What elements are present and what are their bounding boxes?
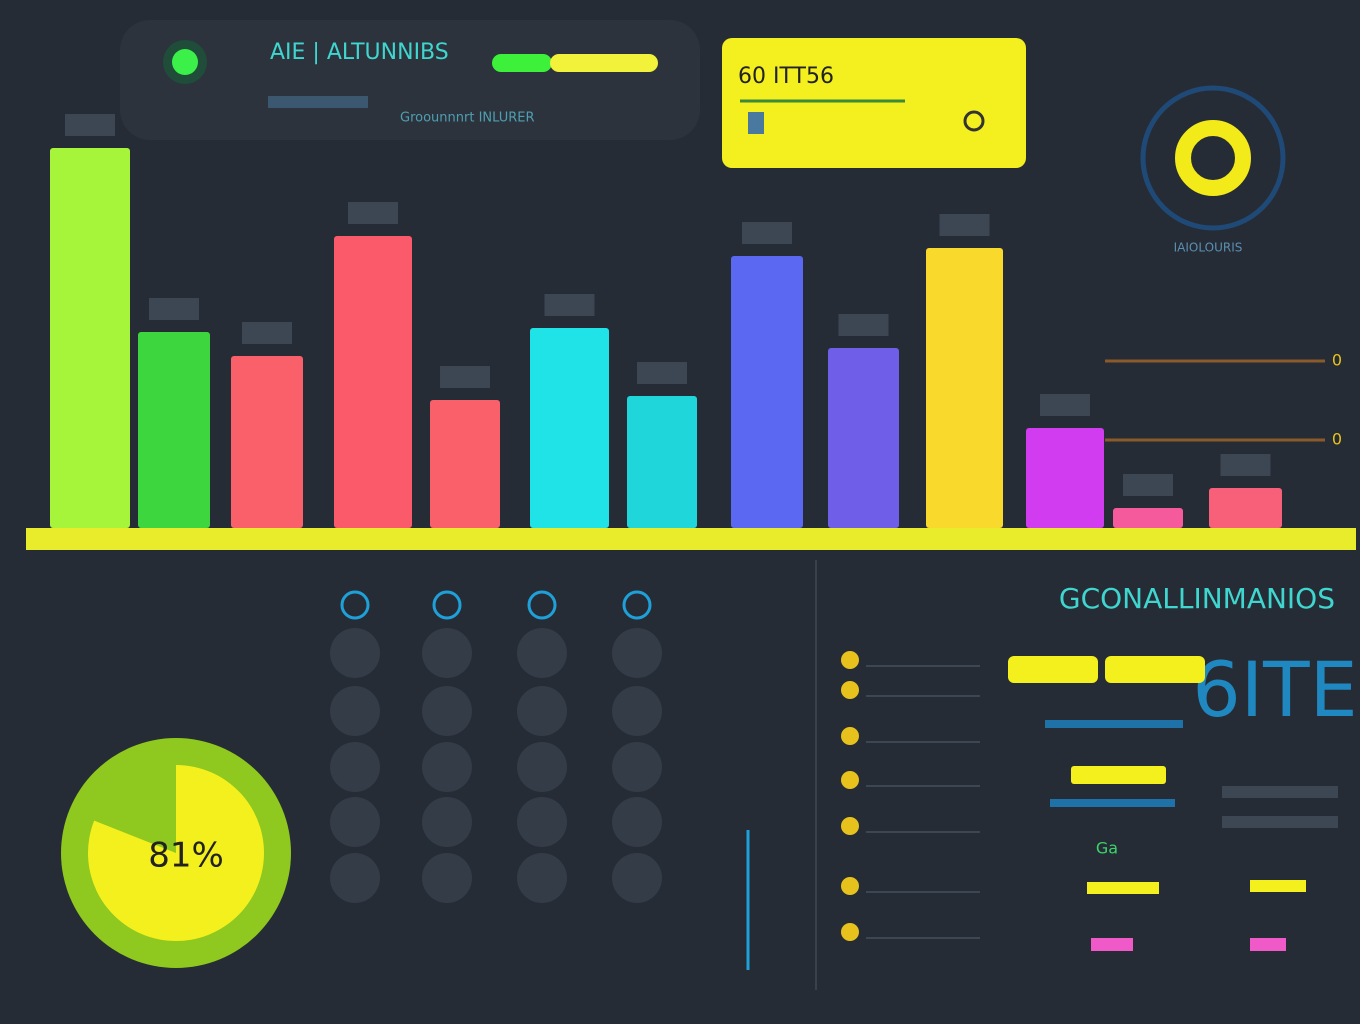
strip	[1050, 799, 1175, 807]
icon	[612, 686, 662, 736]
pill	[1105, 656, 1205, 683]
header-subtitle: Groounnnrt INLURER	[400, 111, 535, 126]
bar	[627, 396, 697, 528]
right-label: 0	[1332, 430, 1342, 449]
dot	[841, 651, 859, 669]
icon	[517, 628, 567, 678]
icon	[612, 797, 662, 847]
right-label: 0	[1332, 351, 1342, 370]
bar	[828, 348, 899, 528]
bar-cap	[1040, 394, 1090, 416]
dot	[841, 817, 859, 835]
dot	[841, 771, 859, 789]
icon	[517, 742, 567, 792]
strip	[1222, 816, 1338, 828]
side-label: IAIOLOURIS	[1174, 241, 1243, 255]
bar-cap	[838, 314, 889, 336]
side-ring	[1140, 85, 1286, 231]
dot	[841, 681, 859, 699]
bar-cap	[348, 202, 398, 224]
strip	[1222, 786, 1338, 798]
progress-yellow	[550, 54, 658, 72]
bar	[926, 248, 1003, 528]
pill	[1091, 938, 1133, 951]
header-title: AIE | ALTUNNIBS	[270, 40, 449, 65]
bar-cap	[149, 298, 199, 320]
card	[722, 38, 1026, 168]
header-panel	[120, 20, 700, 140]
pill	[1250, 938, 1286, 951]
bar-cap	[637, 362, 687, 384]
card-dot	[963, 110, 985, 132]
icon	[517, 853, 567, 903]
bar-cap	[742, 222, 792, 244]
dot-list	[841, 651, 980, 941]
bar-cap	[242, 322, 292, 344]
header-icon-dot	[172, 49, 198, 75]
gauge-label: 81%	[148, 836, 224, 876]
dot	[841, 877, 859, 895]
bar-cap	[1123, 474, 1173, 496]
icon	[612, 853, 662, 903]
icon	[612, 742, 662, 792]
bar	[138, 332, 210, 528]
header-bar	[268, 96, 368, 108]
pill	[1008, 656, 1098, 683]
card-icon	[748, 112, 764, 134]
bar	[50, 148, 130, 528]
bar	[1113, 508, 1183, 528]
icon	[517, 686, 567, 736]
icon	[422, 742, 472, 792]
panel-big: 6ITE	[1192, 645, 1357, 734]
bar	[334, 236, 412, 528]
bar-cap	[65, 114, 115, 136]
icon	[330, 853, 380, 903]
bar	[731, 256, 803, 528]
bar-cap	[939, 214, 990, 236]
icon-ring	[622, 590, 652, 620]
icon	[330, 628, 380, 678]
baseline	[26, 528, 1356, 550]
icon-ring	[340, 590, 370, 620]
bar	[530, 328, 609, 528]
icon-ring	[432, 590, 462, 620]
side-gauge	[1175, 120, 1251, 196]
progress-green	[492, 54, 552, 72]
bar	[430, 400, 500, 528]
icon	[330, 686, 380, 736]
pill	[1071, 766, 1166, 784]
icon	[330, 797, 380, 847]
strip	[1045, 720, 1183, 728]
icon	[517, 797, 567, 847]
card-title: 60 ITT56	[738, 64, 834, 89]
bar-cap	[440, 366, 490, 388]
bar	[1209, 488, 1282, 528]
gauge-value	[88, 765, 265, 941]
icon	[612, 628, 662, 678]
bar	[1026, 428, 1104, 528]
icon	[330, 742, 380, 792]
panel-title: GCONALLINMANIOS	[1059, 582, 1335, 615]
icon	[422, 628, 472, 678]
dot	[841, 923, 859, 941]
bar-cap	[1220, 454, 1271, 476]
icon	[422, 797, 472, 847]
icon-ring	[527, 590, 557, 620]
panel-tag: Ga	[1096, 839, 1118, 858]
bar-cap	[544, 294, 595, 316]
pill	[1087, 882, 1159, 894]
icon-grid	[330, 590, 662, 903]
pill	[1250, 880, 1306, 892]
icon	[422, 686, 472, 736]
dot	[841, 727, 859, 745]
icon	[422, 853, 472, 903]
bar	[231, 356, 303, 528]
